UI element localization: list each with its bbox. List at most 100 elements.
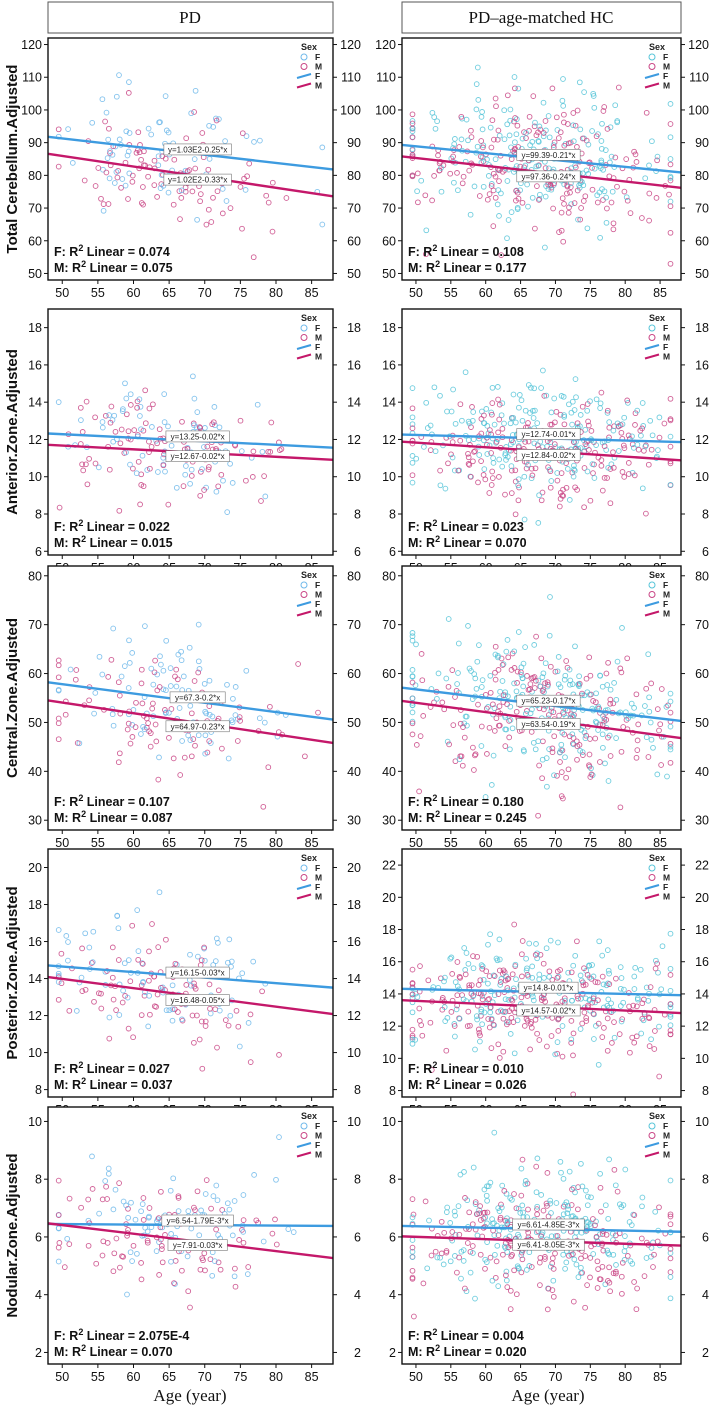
scatter-point — [604, 126, 611, 132]
legend-marker — [648, 63, 656, 70]
scatter-point — [204, 443, 211, 450]
scatter-point — [525, 686, 532, 693]
scatter-point — [179, 418, 185, 425]
scatter-point — [515, 195, 522, 202]
scatter-point — [130, 1242, 137, 1249]
scatter-point — [116, 750, 123, 757]
scatter-point — [139, 452, 146, 459]
scatter-point — [534, 1203, 541, 1210]
scatter-point — [209, 421, 216, 428]
scatter-point — [514, 680, 520, 686]
scatter-point — [570, 1052, 576, 1059]
scatter-point — [667, 460, 674, 467]
scatter-point — [409, 966, 416, 973]
scatter-point — [593, 133, 600, 140]
scatter-point — [124, 994, 131, 1001]
scatter-point — [409, 134, 416, 141]
y-tick-label-left: 8 — [389, 1084, 396, 1098]
scatter-point — [566, 401, 572, 408]
scatter-point — [639, 1203, 645, 1210]
scatter-point — [477, 1032, 483, 1039]
equation-label-F: y=1.03E2-0.25*x — [168, 145, 227, 154]
scatter-point — [656, 1073, 663, 1080]
scatter-point — [116, 507, 123, 514]
scatter-point — [558, 227, 565, 234]
y-tick-label-left: 16 — [382, 955, 396, 969]
scatter-point — [218, 471, 225, 478]
scatter-point — [487, 689, 494, 696]
scatter-point — [646, 708, 653, 715]
scatter-point — [535, 812, 541, 819]
legend-title: Sex — [301, 42, 317, 52]
x-tick-label: 60 — [479, 836, 493, 850]
r2-value: Linear = 0.022 — [83, 520, 170, 534]
scatter-point — [483, 705, 490, 712]
scatter-point — [496, 474, 502, 480]
scatter-point — [272, 1216, 278, 1223]
scatter-point — [518, 1252, 525, 1259]
scatter-point — [569, 731, 576, 738]
scatter-point — [448, 954, 455, 961]
scatter-point — [667, 1274, 674, 1280]
scatter-point — [496, 178, 502, 184]
scatter-point — [203, 710, 210, 717]
r2-prefix: M: R — [408, 536, 435, 550]
scatter-point — [409, 111, 416, 118]
scatter-point — [572, 484, 578, 491]
scatter-point — [102, 412, 109, 419]
scatter-point — [454, 992, 461, 999]
scatter-point — [237, 184, 244, 190]
legend-marker — [648, 53, 656, 61]
scatter-point — [526, 940, 533, 947]
scatter-point — [491, 728, 498, 734]
scatter-point — [55, 163, 62, 170]
scatter-point — [646, 190, 653, 197]
scatter-point — [613, 1268, 619, 1275]
scatter-point — [247, 1011, 254, 1018]
scatter-point — [570, 1251, 576, 1257]
scatter-point — [224, 681, 230, 688]
scatter-point — [508, 463, 515, 469]
scatter-point — [642, 703, 648, 709]
legend-marker — [648, 1122, 656, 1130]
scatter-point — [120, 406, 126, 412]
scatter-point — [231, 1198, 238, 1204]
scatter-point — [96, 1210, 102, 1217]
scatter-point — [654, 706, 661, 712]
scatter-point — [463, 950, 470, 956]
scatter-point — [630, 1002, 637, 1009]
equation-label-F: y=12.74-0.01*x — [521, 430, 575, 439]
scatter-point — [153, 1248, 160, 1254]
y-tick-label-right: 100 — [688, 103, 709, 117]
scatter-point — [611, 1166, 618, 1173]
r2-value: Linear = 2.075E-4 — [83, 1329, 189, 1343]
equation-box-M — [516, 1004, 581, 1017]
panel-4-1: y=6.61-4.85E-3*xy=6.41-8.05E-3*x2 24 46 68 8… — [382, 1106, 709, 1384]
scatter-point — [545, 113, 552, 119]
scatter-point — [106, 466, 113, 473]
scatter-point — [149, 424, 155, 430]
scatter-point — [192, 742, 198, 749]
equation-label-F: y=16.15-0.03*x — [171, 969, 225, 978]
scatter-point — [443, 1209, 450, 1215]
y-tick-label-left: 18 — [382, 321, 396, 335]
x-tick-label: 65 — [514, 1370, 528, 1384]
scatter-point — [419, 1032, 426, 1039]
scatter-point — [581, 504, 587, 511]
scatter-point — [603, 982, 610, 989]
equation-label-M: y=6.41-8.05E-3*x — [517, 1241, 579, 1250]
scatter-point — [466, 462, 473, 468]
scatter-point — [457, 401, 464, 408]
r-squared-M: M: R2 Linear = 0.070 — [408, 534, 527, 550]
scatter-point — [522, 162, 529, 169]
scatter-point — [187, 480, 193, 487]
scatter-point — [554, 1039, 561, 1045]
scatter-point — [215, 1259, 222, 1266]
y-tick-label-right: 100 — [340, 103, 361, 117]
scatter-point — [475, 1026, 482, 1033]
y-tick-label-right: 40 — [347, 765, 361, 779]
scatter-point — [667, 134, 674, 141]
scatter-point — [63, 933, 70, 939]
y-tick-label-right: 22 — [695, 859, 709, 873]
